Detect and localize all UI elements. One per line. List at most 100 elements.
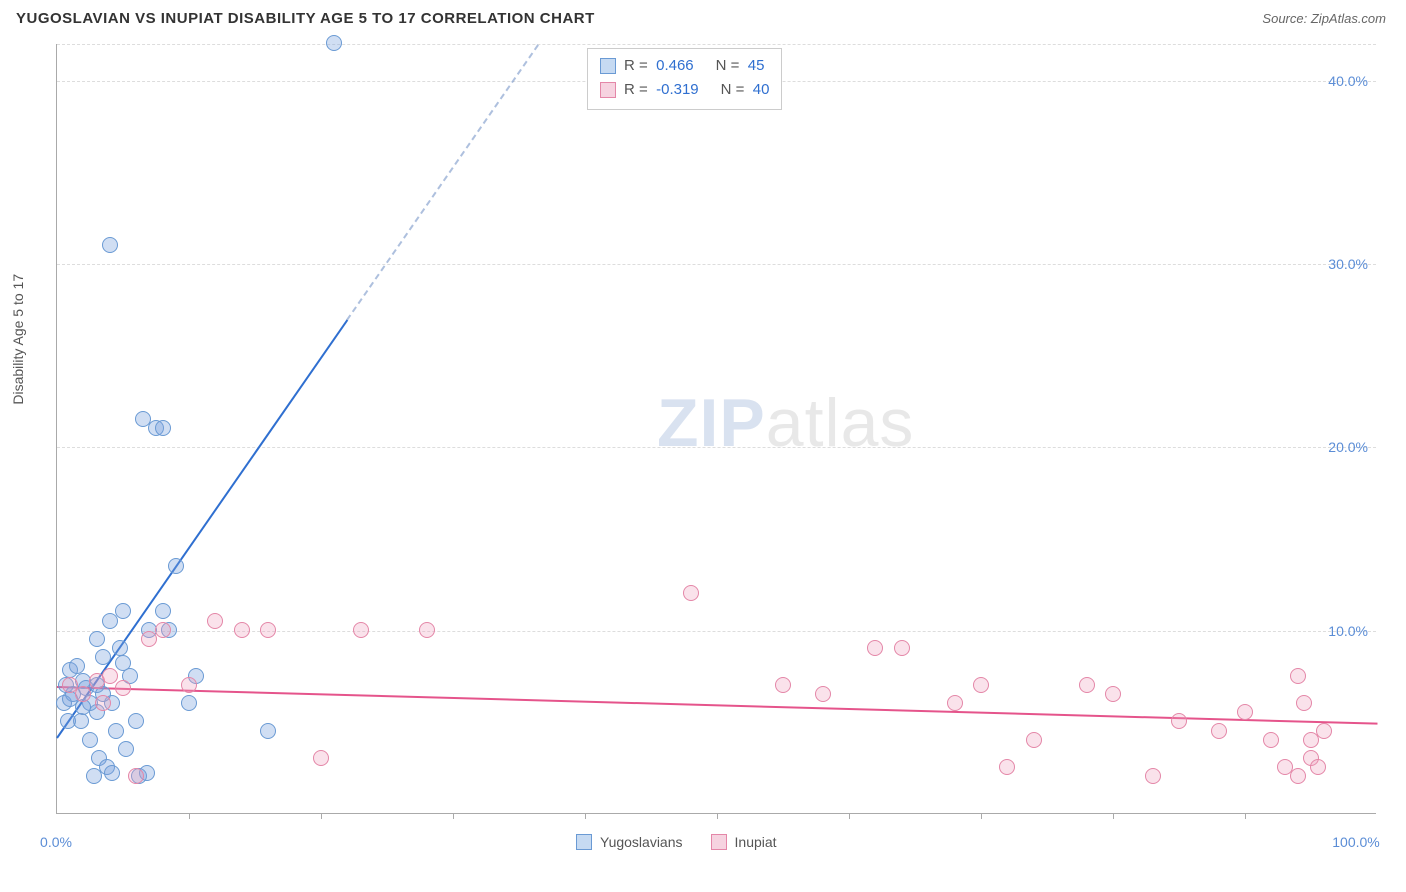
legend-item: Yugoslavians: [576, 834, 683, 850]
data-point: [313, 750, 329, 766]
series-swatch: [576, 834, 592, 850]
x-tick: [1113, 813, 1114, 819]
x-tick: [981, 813, 982, 819]
data-point: [115, 603, 131, 619]
source-prefix: Source:: [1262, 11, 1307, 26]
data-point: [683, 585, 699, 601]
data-point: [112, 640, 128, 656]
data-point: [181, 677, 197, 693]
watermark: ZIPatlas: [657, 384, 914, 462]
correlation-row: R = 0.466 N = 45: [600, 54, 769, 78]
legend-label: Yugoslavians: [600, 834, 683, 850]
data-point: [102, 237, 118, 253]
data-point: [1026, 732, 1042, 748]
y-axis-label: Disability Age 5 to 17: [10, 274, 26, 405]
chart-container: Disability Age 5 to 17 ZIPatlas 10.0%20.…: [16, 44, 1390, 880]
y-tick-label: 20.0%: [1328, 439, 1368, 455]
data-point: [353, 622, 369, 638]
data-point: [1079, 677, 1095, 693]
data-point: [75, 686, 91, 702]
data-point: [1237, 704, 1253, 720]
watermark-zip: ZIP: [657, 385, 766, 461]
watermark-atlas: atlas: [766, 385, 915, 461]
x-axis-max-label: 100.0%: [1332, 834, 1379, 850]
y-tick-label: 30.0%: [1328, 256, 1368, 272]
legend-label: Inupiat: [735, 834, 777, 850]
x-tick: [321, 813, 322, 819]
data-point: [1145, 768, 1161, 784]
data-point: [1310, 759, 1326, 775]
r-label: R = -0.319: [624, 78, 699, 102]
title-bar: YUGOSLAVIAN VS INUPIAT DISABILITY AGE 5 …: [0, 0, 1406, 37]
data-point: [1296, 695, 1312, 711]
source-value: ZipAtlas.com: [1311, 11, 1386, 26]
data-point: [867, 640, 883, 656]
x-tick: [1245, 813, 1246, 819]
x-tick: [453, 813, 454, 819]
data-point: [1105, 686, 1121, 702]
data-point: [815, 686, 831, 702]
data-point: [60, 713, 76, 729]
x-tick: [189, 813, 190, 819]
data-point: [82, 732, 98, 748]
data-point: [973, 677, 989, 693]
data-point: [260, 622, 276, 638]
correlation-legend: R = 0.466 N = 45 R = -0.319 N = 40: [587, 48, 782, 110]
n-label: N = 40: [721, 78, 770, 102]
data-point: [155, 603, 171, 619]
data-point: [108, 723, 124, 739]
data-point: [1263, 732, 1279, 748]
data-point: [1316, 723, 1332, 739]
n-label: N = 45: [716, 54, 765, 78]
x-axis-min-label: 0.0%: [40, 834, 72, 850]
x-tick: [849, 813, 850, 819]
legend-item: Inupiat: [711, 834, 777, 850]
data-point: [1171, 713, 1187, 729]
data-point: [95, 649, 111, 665]
r-label: R = 0.466: [624, 54, 694, 78]
series-swatch: [711, 834, 727, 850]
x-tick: [585, 813, 586, 819]
gridline: [57, 264, 1376, 265]
data-point: [155, 420, 171, 436]
data-point: [894, 640, 910, 656]
gridline: [57, 631, 1376, 632]
series-swatch: [600, 58, 616, 74]
gridline: [57, 44, 1376, 45]
data-point: [1290, 768, 1306, 784]
data-point: [999, 759, 1015, 775]
series-swatch: [600, 82, 616, 98]
data-point: [69, 658, 85, 674]
data-point: [115, 655, 131, 671]
data-point: [1290, 668, 1306, 684]
data-point: [155, 622, 171, 638]
data-point: [775, 677, 791, 693]
data-point: [102, 668, 118, 684]
data-point: [181, 695, 197, 711]
chart-title: YUGOSLAVIAN VS INUPIAT DISABILITY AGE 5 …: [16, 10, 595, 27]
x-tick: [717, 813, 718, 819]
data-point: [234, 622, 250, 638]
data-point: [128, 768, 144, 784]
data-point: [118, 741, 134, 757]
data-point: [104, 765, 120, 781]
legend-bottom: Yugoslavians Inupiat: [576, 834, 777, 850]
trendline-dashed: [347, 44, 540, 320]
data-point: [419, 622, 435, 638]
data-point: [89, 631, 105, 647]
data-point: [260, 723, 276, 739]
correlation-row: R = -0.319 N = 40: [600, 78, 769, 102]
data-point: [168, 558, 184, 574]
data-point: [326, 35, 342, 51]
source-attribution: Source: ZipAtlas.com: [1262, 11, 1386, 26]
y-tick-label: 10.0%: [1328, 623, 1368, 639]
y-tick-label: 40.0%: [1328, 73, 1368, 89]
data-point: [95, 695, 111, 711]
data-point: [1211, 723, 1227, 739]
data-point: [207, 613, 223, 629]
gridline: [57, 447, 1376, 448]
data-point: [128, 713, 144, 729]
data-point: [115, 680, 131, 696]
data-point: [947, 695, 963, 711]
plot-area: ZIPatlas 10.0% 20.0% 30.0% 40.0% R = 0.466 N …: [56, 44, 1376, 814]
